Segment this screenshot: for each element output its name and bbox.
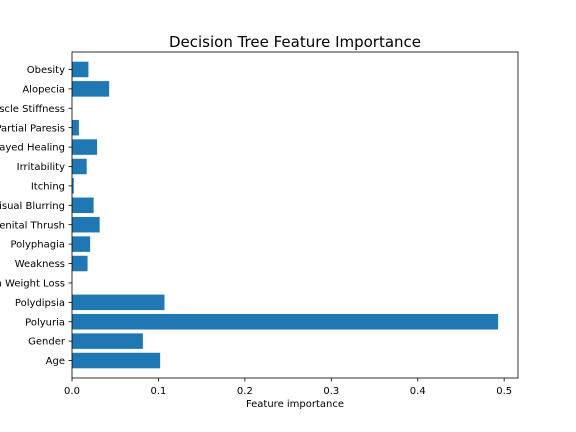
- y-tick-label-age: Age: [46, 356, 65, 367]
- bar-age: [72, 352, 161, 369]
- x-tick-label: 0.4: [410, 386, 426, 397]
- x-tick-label: 0.0: [64, 386, 80, 397]
- bar-genital-thrush: [72, 216, 100, 233]
- y-tick-label-gender: Gender: [28, 337, 66, 348]
- bar-gender: [72, 333, 143, 349]
- bar-polyphagia: [72, 236, 91, 252]
- bar-obesity: [72, 61, 89, 78]
- x-tick-label: 0.1: [150, 386, 166, 397]
- y-tick-label-visual-blurring: Visual Blurring: [0, 201, 65, 212]
- plot-frame: [71, 51, 519, 379]
- y-tick-label-delayed-healing: Delayed Healing: [0, 143, 65, 154]
- bar-polydipsia: [72, 294, 165, 311]
- x-tick-label: 0.3: [323, 386, 339, 397]
- x-axis-label: Feature importance: [246, 399, 344, 410]
- x-axis: 0.0 0.1 0.2 0.3 0.4 0.5: [64, 378, 512, 397]
- x-tick-label: 0.5: [496, 386, 512, 397]
- bar-visual-blurring: [72, 197, 94, 214]
- y-axis: Age Gender Polyuria Polydipsia Sudden Weight…: [0, 65, 72, 367]
- y-tick-label-itching: Itching: [31, 181, 65, 192]
- bar-weakness: [72, 255, 88, 272]
- bar-itching: [72, 178, 74, 194]
- y-tick-label-partial-paresis: Partial Paresis: [0, 123, 65, 134]
- bar-alopecia: [72, 81, 110, 97]
- bar-polyuria: [72, 313, 499, 330]
- y-tick-label-polyphagia: Polyphagia: [10, 240, 65, 251]
- y-tick-label-polyuria: Polyuria: [25, 317, 65, 328]
- bars-group: [72, 61, 499, 369]
- y-tick-label-polydipsia: Polydipsia: [15, 298, 65, 309]
- y-tick-label-sudden-weight-loss: Sudden Weight Loss: [0, 279, 65, 290]
- y-tick-label-alopecia: Alopecia: [22, 84, 65, 95]
- y-tick-label-irritability: Irritability: [17, 162, 65, 173]
- bar-partial-paresis: [72, 119, 79, 136]
- y-tick-label-muscle-stiffness: Muscle Stiffness: [0, 104, 65, 115]
- bar-delayed-healing: [72, 139, 98, 155]
- y-tick-label-obesity: Obesity: [27, 65, 65, 76]
- x-tick-label: 0.2: [237, 386, 253, 397]
- chart-title: Decision Tree Feature Importance: [169, 33, 421, 51]
- bar-irritability: [72, 158, 87, 175]
- y-tick-label-weakness: Weakness: [15, 259, 65, 270]
- y-tick-label-genital-thrush: Genital Thrush: [0, 220, 65, 231]
